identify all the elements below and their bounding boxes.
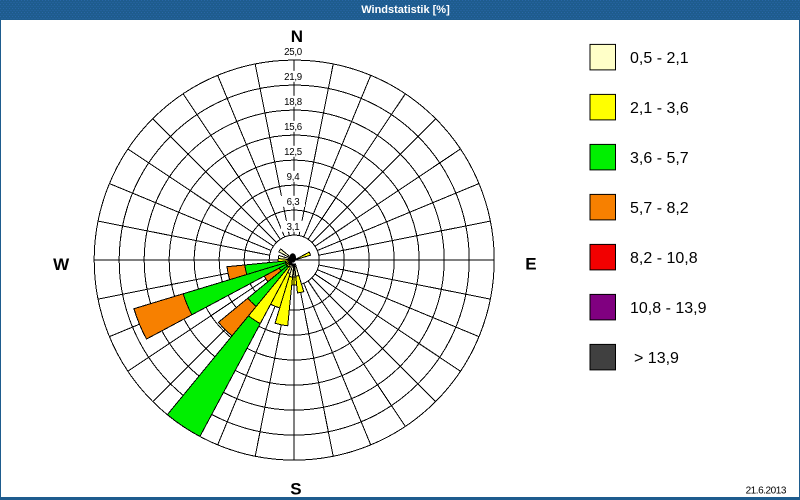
svg-text:25,0: 25,0 — [284, 47, 303, 58]
svg-text:N: N — [291, 27, 303, 46]
svg-text:3,1: 3,1 — [287, 222, 300, 233]
svg-text:10,8 - 13,9: 10,8 - 13,9 — [630, 300, 707, 317]
svg-text:12,5: 12,5 — [284, 147, 302, 158]
svg-text:S: S — [290, 479, 301, 498]
svg-text:9,4: 9,4 — [287, 172, 301, 183]
svg-text:W: W — [53, 255, 70, 274]
svg-text:> 13,9: > 13,9 — [634, 350, 679, 367]
svg-text:5,7 - 8,2: 5,7 - 8,2 — [630, 200, 689, 217]
svg-text:2,1 - 3,6: 2,1 - 3,6 — [630, 100, 689, 117]
svg-text:6,3: 6,3 — [287, 197, 300, 208]
svg-text:3,6 - 5,7: 3,6 - 5,7 — [630, 150, 689, 167]
svg-text:E: E — [525, 255, 536, 274]
svg-text:0,5 - 2,1: 0,5 - 2,1 — [630, 50, 689, 67]
svg-text:21,9: 21,9 — [284, 72, 302, 83]
svg-text:18,8: 18,8 — [284, 97, 302, 108]
svg-text:Windstatistik [%]: Windstatistik [%] — [361, 4, 450, 16]
svg-text:15,6: 15,6 — [284, 122, 302, 133]
svg-text:8,2 - 10,8: 8,2 - 10,8 — [630, 250, 698, 267]
svg-text:21.6.2013: 21.6.2013 — [746, 485, 787, 496]
